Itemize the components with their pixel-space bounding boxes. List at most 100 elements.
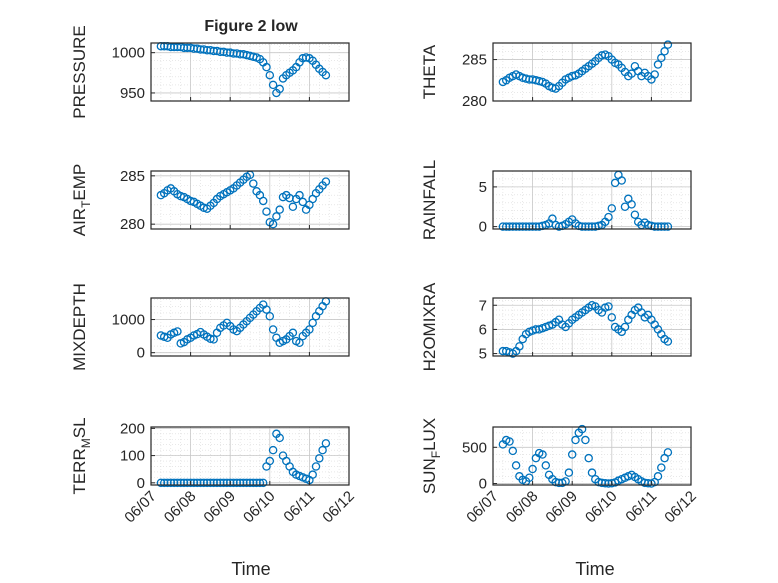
data-point [663,40,673,49]
data-point [258,478,268,488]
y-tick-label: 285 [120,168,145,185]
data-point [295,190,304,200]
data-point [581,435,590,445]
data-point [660,222,669,231]
plot-area [493,171,691,229]
data-point [653,60,663,69]
data-point [321,439,331,448]
y-axis-label: SUNFLUX [420,418,443,494]
data-point [607,204,617,213]
subplot: 0 1000 MIXDEPTH [70,283,350,371]
data-point [272,212,281,221]
data-point [318,445,327,455]
data-point [315,454,324,463]
x-axis-label-right: Time [575,559,614,579]
data-point [663,448,673,457]
data-point [660,47,669,56]
data-point [650,70,659,79]
y-axis-label: PRESSURE [70,25,89,119]
data-point [206,334,215,344]
data-point [173,327,182,336]
y-tick-label: 285 [462,52,487,69]
data-point [567,450,577,459]
data-point [262,62,271,72]
axes-frame [492,426,692,486]
data-point [653,472,663,481]
data-point [604,302,613,311]
data-point [508,446,518,456]
data-point [308,318,317,328]
axes-frame [150,170,350,230]
y-tick-label: 0 [479,476,487,493]
y-tick-label: 6 [479,321,487,338]
data-point [630,210,640,219]
y-tick-label: 950 [120,85,145,102]
y-tick-label: 0 [479,219,487,236]
y-tick-label: 280 [120,216,145,233]
data-point [515,342,524,351]
y-tick-label: 200 [120,420,145,437]
data-point [295,338,304,347]
data-point [538,450,547,459]
plot-area [151,427,349,485]
subplot: 5 6 7 H2OMIXRA [420,282,692,371]
data-point [528,464,537,474]
y-axis-label: AIRTEMP [70,164,93,237]
data-point [657,463,666,472]
subplot: 950 1000 PRESSURE [70,25,350,119]
y-axis-label: MIXDEPTH [70,283,89,371]
y-tick-label: 1000 [112,312,145,329]
subplot: 0 5 RAINFALL [420,160,692,240]
y-axis-label: RAINFALL [420,160,439,240]
data-point [288,328,298,338]
x-axis-label-left: Time [231,559,270,579]
data-point [657,53,666,63]
data-point [265,456,275,466]
y-tick-label: 0 [137,345,145,362]
data-point [311,462,321,471]
data-point [577,424,587,434]
axes-frame [492,297,692,357]
data-point [617,176,626,185]
data-point [268,445,278,455]
data-point [305,325,314,334]
data-point [265,311,275,321]
data-point [268,80,278,90]
data-point [321,70,331,80]
data-point [308,470,317,479]
data-point [541,461,551,470]
axes-frame [492,42,692,102]
data-point [584,453,593,463]
data-point [275,433,284,443]
y-tick-label: 100 [120,448,145,465]
axes-frame [492,170,692,230]
y-axis-label: H2OMIXRA [420,282,439,371]
y-tick-label: 0 [137,475,145,492]
data-point [255,478,265,488]
axes-frame [150,297,350,357]
y-tick-label: 280 [462,93,487,110]
y-tick-label: 5 [479,179,487,196]
data-point [262,305,271,314]
y-tick-label: 7 [479,297,487,314]
data-point [663,222,673,231]
data-point [505,437,514,446]
data-point [275,84,284,94]
data-point [258,196,268,206]
data-point [321,177,331,186]
y-tick-label: 5 [479,346,487,363]
y-axis-label: TERRMSL [70,417,93,494]
data-point [288,202,298,212]
data-point [587,468,597,477]
y-axis-label: THETA [420,44,439,99]
data-point [268,219,278,229]
data-point [571,435,580,445]
subplot: 280 285 AIRTEMP [70,164,350,237]
data-point [249,179,258,188]
data-point [209,335,218,344]
data-point [275,205,284,214]
data-point [627,200,636,209]
data-point [548,214,557,223]
axes-frame [150,42,350,102]
